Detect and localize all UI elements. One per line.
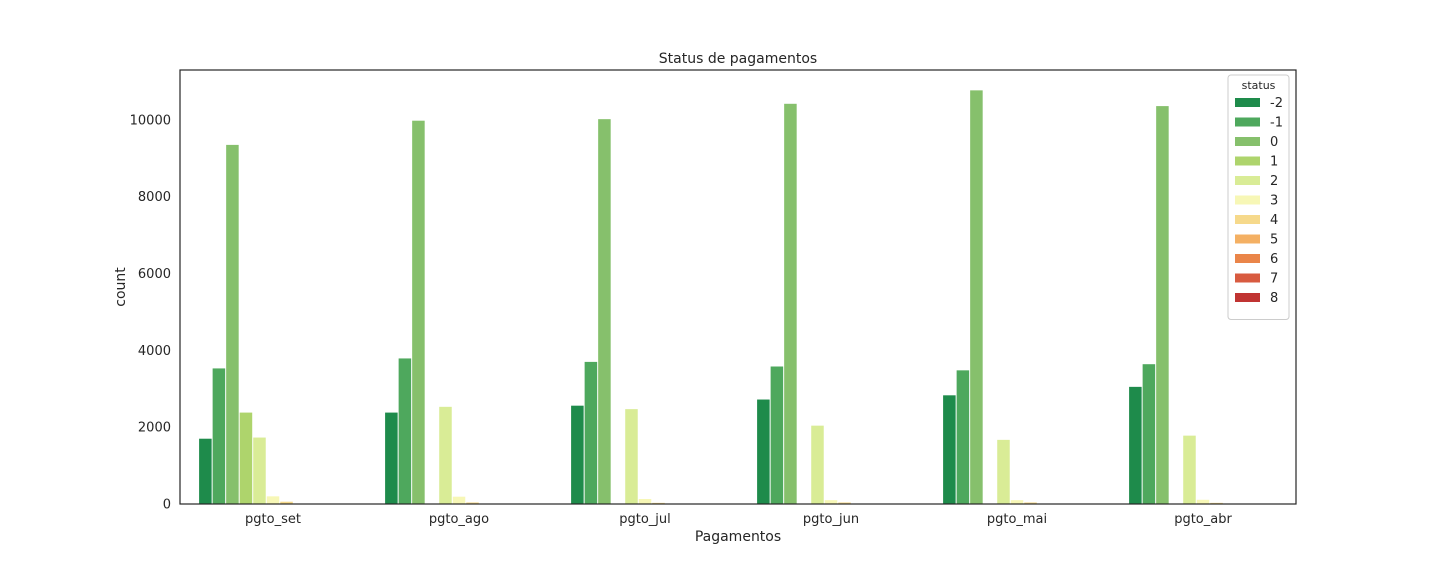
y-tick-label: 8000: [138, 190, 171, 205]
bar-pgto_mai-status-3: [1010, 500, 1024, 504]
bar-pgto_mai-status--1: [956, 370, 970, 504]
legend-swatch-status-5: [1235, 234, 1260, 244]
y-axis-label: count: [113, 267, 129, 307]
bar-pgto_jun-status--2: [757, 399, 770, 504]
x-tick-label: pgto_jun: [803, 512, 859, 527]
bar-pgto_jul-status-2: [625, 409, 638, 504]
bar-pgto_set-status--2: [199, 438, 212, 504]
legend-label-status--1: -1: [1270, 116, 1283, 131]
bar-pgto_ago-status-4: [466, 502, 479, 504]
legend-label-status-3: 3: [1270, 194, 1278, 209]
bar-pgto_jun-status-2: [811, 425, 824, 504]
chart-title: Status de pagamentos: [659, 51, 817, 67]
legend-swatch-status-7: [1235, 273, 1260, 283]
legend-swatch-status-2: [1235, 176, 1260, 185]
legend-label-status-0: 0: [1270, 135, 1278, 150]
y-tick-label: 2000: [138, 421, 171, 436]
legend: status -2 -1 0 1 2 3 4 5 6 7 8: [1227, 74, 1290, 320]
legend-swatch-status--1: [1235, 117, 1260, 127]
legend-swatch-status--2: [1235, 98, 1260, 107]
bar-pgto_jun-status-0: [784, 103, 797, 505]
bar-pgto_set-status-3: [266, 496, 280, 504]
bar-pgto_ago-status--2: [385, 412, 398, 504]
legend-swatch-status-0: [1235, 137, 1260, 146]
bar-pgto_set-status-1: [239, 412, 253, 504]
legend-swatch-status-1: [1235, 156, 1260, 166]
bar-pgto_ago-status-0: [412, 120, 425, 504]
legend-label-status--2: -2: [1270, 96, 1283, 111]
y-tick-label: 4000: [138, 344, 171, 359]
legend-title: status: [1242, 79, 1276, 92]
bar-pgto_jun-status-4: [838, 502, 851, 504]
legend-label-status-6: 6: [1270, 252, 1278, 267]
y-axis-ticks: 0 2000 4000 6000 8000 10000: [130, 113, 171, 512]
y-tick-label: 6000: [138, 267, 171, 282]
legend-swatch-status-6: [1235, 254, 1260, 263]
legend-swatch-status-3: [1235, 195, 1260, 205]
bar-pgto_abr-status--1: [1142, 364, 1156, 504]
legend-swatch-status-8: [1235, 293, 1260, 302]
bars-group: [199, 90, 1277, 505]
bar-pgto_ago-status--1: [398, 358, 412, 504]
bar-pgto_abr-status--2: [1129, 386, 1142, 504]
bar-pgto_jul-status--2: [571, 405, 584, 504]
x-tick-label: pgto_mai: [987, 512, 1047, 527]
x-tick-label: pgto_ago: [429, 512, 489, 527]
bar-pgto_mai-status-2: [997, 439, 1010, 504]
x-tick-label: pgto_set: [245, 512, 301, 527]
bar-pgto_ago-status-2: [439, 406, 452, 504]
x-tick-label: pgto_abr: [1174, 512, 1232, 527]
bar-pgto_abr-status-2: [1183, 435, 1196, 504]
plot-frame: [179, 69, 1297, 505]
x-axis-label: Pagamentos: [695, 529, 781, 545]
bar-pgto_abr-status-0: [1156, 106, 1169, 504]
y-tick-label: 0: [163, 498, 171, 513]
bar-pgto_set-status-0: [226, 144, 239, 504]
bar-pgto_jul-status--1: [584, 361, 598, 504]
bar-pgto_jul-status-0: [598, 119, 611, 504]
bar-pgto_jun-status-3: [824, 500, 838, 504]
legend-label-status-4: 4: [1270, 213, 1278, 228]
x-tick-label: pgto_jul: [619, 512, 671, 527]
bar-pgto_mai-status--2: [943, 395, 956, 504]
bar-pgto_jul-status-3: [638, 499, 652, 504]
legend-label-status-7: 7: [1270, 272, 1278, 287]
bar-pgto_ago-status-3: [452, 496, 466, 504]
bar-pgto_abr-status-3: [1196, 499, 1210, 504]
legend-label-status-5: 5: [1270, 233, 1278, 248]
bar-pgto_set-status-4: [280, 501, 293, 504]
bar-pgto_set-status-2: [253, 437, 266, 504]
bar-pgto_mai-status-4: [1024, 502, 1037, 504]
bar-pgto_mai-status-0: [970, 90, 983, 505]
legend-swatch-status-4: [1235, 215, 1260, 224]
y-tick-label: 10000: [130, 113, 171, 128]
bar-pgto_jun-status--1: [770, 366, 784, 504]
x-axis-ticks: pgto_set pgto_ago pgto_jul pgto_jun pgto_mai…: [245, 512, 1232, 527]
legend-label-status-2: 2: [1270, 174, 1278, 189]
bar-pgto_set-status--1: [212, 368, 226, 504]
legend-label-status-1: 1: [1270, 155, 1278, 170]
legend-label-status-8: 8: [1270, 291, 1278, 306]
